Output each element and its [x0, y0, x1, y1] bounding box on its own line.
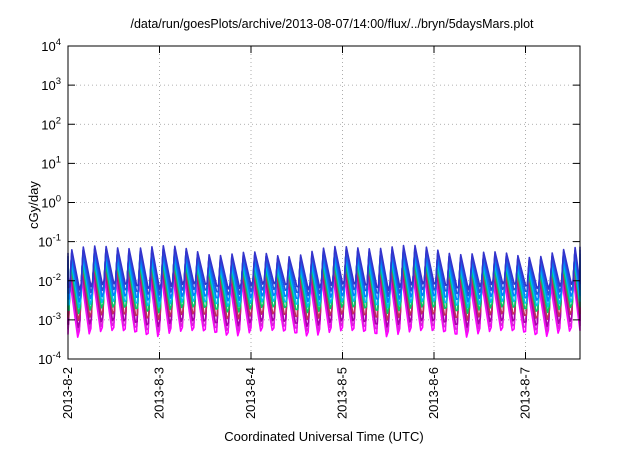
x-tick-label: 2013-8-3 [152, 367, 167, 419]
x-tick-label: 2013-8-7 [518, 367, 533, 419]
y-tick-label: 104 [41, 37, 61, 54]
x-tick-label: 2013-8-4 [243, 367, 258, 419]
y-tick-label: 100 [41, 194, 61, 211]
y-tick-label: 102 [41, 115, 61, 132]
x-tick-label: 2013-8-5 [335, 367, 350, 419]
axis-ticks: 10-4 10-3 10-2 10-1 100 101 102 103 104 2013-8-2 2… [38, 37, 580, 419]
y-tick-label: 10-1 [38, 233, 61, 250]
series-group [67, 244, 581, 338]
y-tick-label: 10-4 [38, 350, 61, 367]
y-axis-label: cGy/day [26, 181, 41, 229]
data-series-line [67, 244, 581, 292]
x-axis-label: Coordinated Universal Time (UTC) [224, 429, 423, 444]
chart-title: /data/run/goesPlots/archive/2013-08-07/1… [130, 17, 534, 31]
y-tick-label: 10-3 [38, 311, 61, 328]
y-tick-label: 101 [41, 154, 61, 171]
x-tick-label: 2013-8-2 [60, 367, 75, 419]
y-tick-label: 103 [41, 76, 61, 93]
y-tick-label: 10-2 [38, 272, 61, 289]
x-tick-label: 2013-8-6 [426, 367, 441, 419]
